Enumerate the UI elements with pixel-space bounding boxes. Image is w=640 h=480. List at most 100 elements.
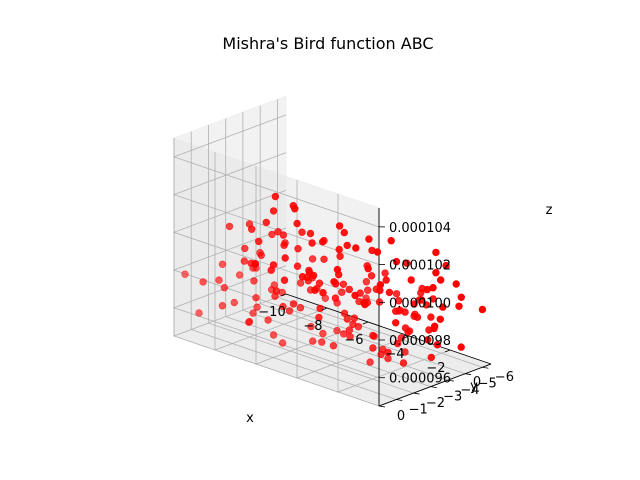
- scatter-point: [281, 254, 289, 262]
- x-tick-mark: [403, 335, 410, 339]
- scatter-point: [401, 324, 410, 332]
- scatter-point: [392, 319, 400, 327]
- scatter-point: [294, 245, 302, 253]
- scatter-point: [220, 284, 229, 292]
- z-tick-label: 0.000098: [389, 334, 451, 349]
- scatter-point: [364, 286, 372, 294]
- scatter-point: [393, 339, 402, 348]
- scatter-point: [340, 228, 348, 237]
- scatter-point: [364, 264, 372, 273]
- scatter-point: [335, 245, 343, 254]
- scatter-point: [431, 322, 439, 330]
- scatter-point: [257, 251, 265, 260]
- scatter-point: [285, 307, 294, 315]
- scatter-point: [361, 300, 369, 309]
- scatter-point: [319, 289, 327, 297]
- scatter-point: [442, 261, 450, 270]
- scatter-point: [436, 315, 444, 323]
- scatter-point: [427, 353, 435, 362]
- scatter-point: [427, 313, 435, 321]
- scatter-point: [401, 348, 409, 356]
- y-tick-mark: [447, 379, 454, 382]
- scatter-point: [291, 205, 299, 213]
- scatter-point: [181, 270, 189, 278]
- y-tick-mark: [413, 392, 420, 395]
- y-tick-label: 0: [397, 409, 405, 424]
- grid-line-y: [208, 125, 414, 394]
- y-tick-label: −2: [426, 396, 445, 411]
- grid-line-y: [225, 118, 431, 387]
- grid-line-z: [172, 114, 380, 228]
- x-axis-label: x: [246, 411, 254, 426]
- scatter-point: [392, 290, 401, 298]
- y-tick-mark: [430, 386, 437, 389]
- scatter-point: [407, 276, 415, 284]
- scatter-point: [315, 313, 323, 322]
- scatter-point: [252, 294, 260, 302]
- scatter-point: [331, 294, 340, 302]
- tick-labels: −10−8−6−4−20 −6−5−4−3−2−100.0000960.00009…: [258, 221, 514, 424]
- y-tick-label: −5: [478, 377, 497, 392]
- scatter-point: [272, 287, 281, 295]
- scatter-point: [433, 341, 441, 349]
- scatter-point: [316, 304, 324, 313]
- scatter-point: [424, 336, 432, 344]
- scatter-point: [250, 277, 258, 285]
- scatter-point: [279, 231, 288, 239]
- scatter-point: [352, 244, 360, 252]
- scatter-point: [218, 302, 227, 310]
- scatter-point: [387, 237, 395, 245]
- scatter-point: [457, 343, 465, 351]
- scatter-point: [319, 329, 327, 338]
- scatter-point: [298, 273, 307, 281]
- scatter-point: [362, 278, 371, 286]
- scatter-point: [478, 305, 487, 314]
- scatter-point: [384, 348, 392, 357]
- scatter-point: [279, 302, 287, 311]
- scatter-point: [307, 322, 315, 331]
- z-tick-label: 0.000104: [389, 221, 451, 236]
- x-tick-label: −8: [303, 319, 322, 334]
- y-axis-line: [378, 363, 492, 407]
- scatter-point: [373, 248, 382, 256]
- scatter-point: [338, 288, 346, 296]
- scatter-point: [235, 271, 244, 279]
- grid-line-y: [190, 131, 397, 400]
- scatter-point: [333, 326, 341, 335]
- y-tick-label: −1: [409, 403, 428, 418]
- scatter-point: [296, 279, 305, 287]
- scatter-point: [249, 309, 257, 317]
- scatter-point: [381, 269, 389, 277]
- scatter-point: [349, 320, 357, 328]
- scatter-point: [351, 291, 359, 300]
- scatter-point: [422, 301, 431, 309]
- scatter-point: [245, 317, 254, 326]
- chart-title: Mishra's Bird function ABC: [222, 34, 433, 53]
- scatter-point: [320, 255, 328, 263]
- scatter-point: [439, 303, 447, 311]
- scatter-point: [248, 225, 256, 233]
- x-tick-mark: [444, 349, 451, 353]
- grid-line-z: [172, 227, 380, 341]
- scatter-point: [365, 235, 373, 243]
- scatter-point: [329, 342, 338, 350]
- scatter-point: [225, 222, 234, 231]
- scatter-point: [269, 261, 278, 269]
- scatter-point: [339, 280, 348, 288]
- scatter-point: [306, 229, 315, 238]
- x-tick-mark: [280, 293, 287, 297]
- y-tick-label: −6: [495, 370, 514, 385]
- scatter-point: [392, 257, 401, 266]
- scatter-point: [269, 331, 278, 339]
- scatter-point: [335, 222, 344, 230]
- scatter-point: [376, 281, 385, 289]
- y-tick-mark: [465, 373, 472, 376]
- scatter-point: [269, 207, 278, 215]
- z-tick-label: 0.000100: [389, 296, 451, 311]
- scatter-point: [280, 241, 288, 249]
- scatter-point: [350, 314, 359, 322]
- scatter-point: [251, 260, 259, 268]
- x-tick-mark: [321, 307, 328, 311]
- scatter-point: [340, 330, 348, 338]
